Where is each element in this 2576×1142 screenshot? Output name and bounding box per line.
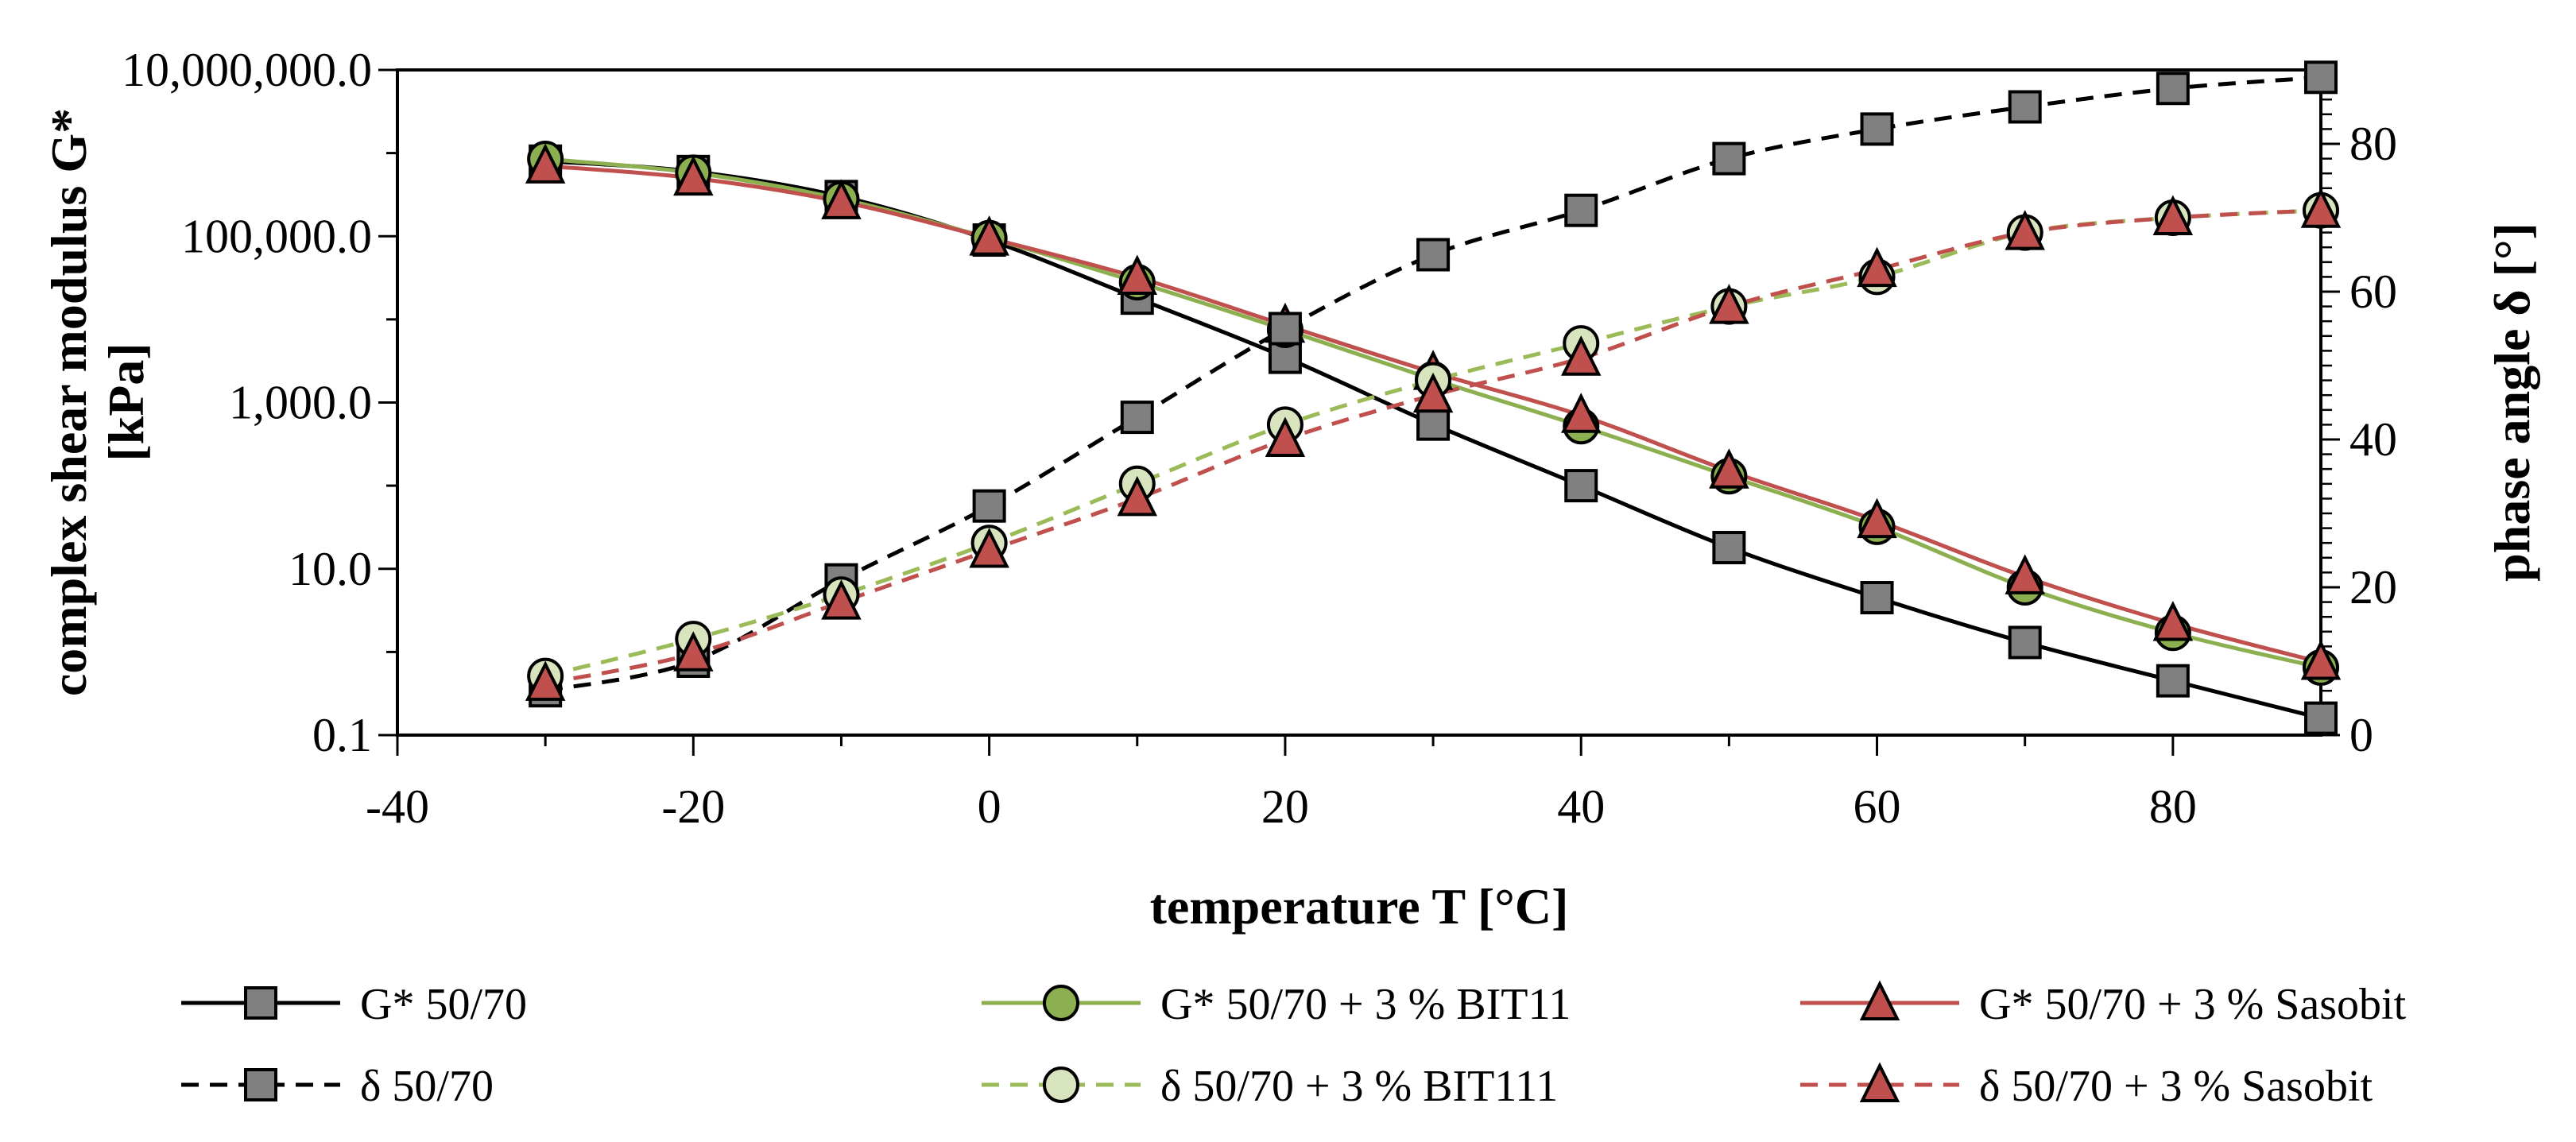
series-5-point-11 bbox=[2152, 195, 2194, 235]
legend-label-3: δ 50/70 bbox=[360, 1062, 494, 1111]
series-3-point-5 bbox=[1268, 312, 1302, 346]
legend-label-2: G* 50/70 + 3 % Sasobit bbox=[1979, 980, 2407, 1029]
series-5-point-7 bbox=[1560, 335, 1602, 376]
legend: G* 50/70 G* 50/70 + 3 % BIT11 G* 50/70 + 3… bbox=[181, 980, 2407, 1111]
series-2-point-10 bbox=[2005, 554, 2045, 594]
legend-marker-4 bbox=[1043, 1067, 1079, 1103]
legend-label-0: G* 50/70 bbox=[360, 980, 527, 1029]
series-2-point-9 bbox=[1857, 497, 1897, 539]
series-0-point-12 bbox=[2304, 701, 2338, 735]
series-2-point-7 bbox=[1560, 393, 1602, 433]
y-tick-label: 10,000,000.0 bbox=[122, 44, 372, 96]
legend-label-1: G* 50/70 + 3 % BIT11 bbox=[1160, 980, 1571, 1029]
x-tick-label: 60 bbox=[1854, 780, 1901, 833]
y2-tick-label: 40 bbox=[2349, 413, 2397, 466]
series-line-4 bbox=[544, 208, 2322, 679]
series-5-point-3 bbox=[969, 528, 1009, 568]
y-axis-title-line-2: [kPa] bbox=[98, 343, 154, 461]
y-tick-label: 10.0 bbox=[289, 543, 372, 595]
series-5-point-1 bbox=[673, 631, 714, 672]
y-tick-label: 1,000.0 bbox=[229, 377, 372, 429]
series-2-point-8 bbox=[1709, 448, 1749, 489]
series-3-point-8 bbox=[1712, 141, 1746, 176]
x-tick-label: 80 bbox=[2149, 780, 2197, 833]
x-tick-label: 20 bbox=[1261, 780, 1309, 833]
y2-tick-label: 80 bbox=[2349, 118, 2397, 170]
x-axis-title: temperature T [°C] bbox=[1150, 878, 1569, 935]
y-tick-label: 0.1 bbox=[312, 709, 372, 761]
series-5-point-2 bbox=[821, 579, 862, 620]
series-2-point-11 bbox=[2152, 601, 2194, 641]
legend-marker-0 bbox=[244, 986, 277, 1020]
x-tick-label: -20 bbox=[661, 780, 725, 833]
series-2-point-1 bbox=[673, 155, 714, 196]
series-5-point-6 bbox=[1412, 372, 1454, 413]
legend-marker-2 bbox=[1859, 980, 1900, 1020]
series-0-point-7 bbox=[1564, 469, 1598, 503]
series-5-point-4 bbox=[1117, 475, 1158, 517]
series-0-point-10 bbox=[2008, 625, 2042, 660]
legend-marker-3 bbox=[244, 1068, 277, 1101]
series-0-point-8 bbox=[1712, 531, 1746, 565]
legend-marker-1 bbox=[1043, 985, 1079, 1021]
series-3-point-10 bbox=[2008, 90, 2042, 124]
series-3-point-4 bbox=[1120, 401, 1154, 435]
series-5-point-9 bbox=[1857, 246, 1897, 288]
legend-label-5: δ 50/70 + 3 % Sasobit bbox=[1979, 1062, 2373, 1111]
series-markers-layer bbox=[525, 60, 2342, 735]
series-3-point-3 bbox=[972, 489, 1006, 523]
series-3-point-9 bbox=[1860, 112, 1894, 146]
x-tick-label: 0 bbox=[978, 780, 1001, 833]
x-tick-label: -40 bbox=[366, 780, 429, 833]
series-5-point-10 bbox=[2005, 210, 2045, 250]
series-2-point-3 bbox=[969, 215, 1009, 256]
y-axis-title-line-1: complex shear modulus G* bbox=[41, 108, 97, 696]
series-3-point-6 bbox=[1416, 238, 1451, 272]
y-tick-label: 100,000.0 bbox=[181, 210, 372, 262]
series-0-point-6 bbox=[1416, 407, 1451, 441]
series-3-point-7 bbox=[1564, 193, 1598, 227]
series-2-point-0 bbox=[525, 143, 566, 184]
y2-tick-label: 20 bbox=[2349, 561, 2397, 614]
series-5-point-0 bbox=[525, 660, 566, 701]
series-0-point-9 bbox=[1860, 581, 1894, 615]
series-0-point-11 bbox=[2156, 664, 2190, 698]
series-5-point-5 bbox=[1265, 416, 1306, 457]
series-3-point-12 bbox=[2304, 60, 2338, 95]
axes-layer: 0.1 10.0 1,000.0 100,000.0 10,000,000.0 0 20 40… bbox=[122, 44, 2397, 833]
series-2-point-2 bbox=[821, 179, 862, 219]
series-2-point-4 bbox=[1117, 254, 1158, 296]
x-tick-label: 40 bbox=[1557, 780, 1605, 833]
y2-tick-label: 0 bbox=[2349, 709, 2373, 761]
series-line-5 bbox=[544, 208, 2322, 686]
series-3-point-11 bbox=[2156, 72, 2190, 106]
series-5-point-12 bbox=[2300, 188, 2342, 228]
series-2-point-12 bbox=[2300, 639, 2342, 680]
series-5-point-8 bbox=[1709, 284, 1749, 324]
legend-label-4: δ 50/70 + 3 % BIT111 bbox=[1160, 1062, 1558, 1111]
legend-marker-5 bbox=[1859, 1062, 1900, 1102]
y2-tick-label: 60 bbox=[2349, 265, 2397, 318]
y2-axis-title: phase angle δ [°] bbox=[2484, 223, 2540, 582]
